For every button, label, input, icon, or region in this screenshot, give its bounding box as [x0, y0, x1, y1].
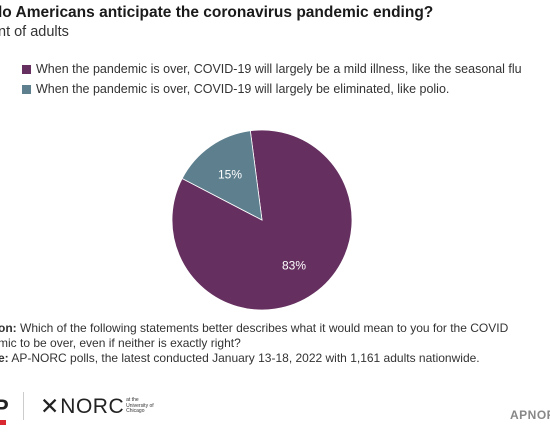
- source-note: e: AP-NORC polls, the latest conducted J…: [0, 351, 508, 366]
- norc-wordmark: NORC: [60, 395, 125, 418]
- chart-notes: on: Which of the following statements be…: [0, 321, 508, 366]
- norc-logo: ✕ NORC at the University of Chicago: [40, 395, 164, 418]
- question-label: on:: [0, 321, 17, 335]
- ap-logo-accent: [0, 420, 6, 425]
- legend-item-flu: When the pandemic is over, COVID-19 will…: [22, 59, 522, 79]
- legend-label-flu: When the pandemic is over, COVID-19 will…: [36, 62, 522, 76]
- apnorc-link[interactable]: APNOR: [510, 408, 550, 422]
- chart-title: lo Americans anticipate the coronavirus …: [0, 4, 434, 21]
- pie-slice-label-1: 15%: [218, 167, 242, 181]
- chart-subtitle: nt of adults: [0, 24, 69, 40]
- ap-logo: P: [0, 395, 9, 420]
- legend-swatch-flu: [22, 64, 31, 74]
- norc-star-icon: ✕: [40, 393, 60, 419]
- legend-label-polio: When the pandemic is over, COVID-19 will…: [36, 82, 450, 96]
- legend-swatch-polio: [22, 84, 31, 94]
- norc-subtext: at the University of Chicago: [126, 397, 154, 415]
- legend: When the pandemic is over, COVID-19 will…: [22, 59, 522, 99]
- pie-slice-label-0: 83%: [282, 259, 306, 273]
- pie-slice-1: [181, 130, 263, 221]
- legend-item-polio: When the pandemic is over, COVID-19 will…: [22, 79, 522, 99]
- pie-slice-0: [171, 129, 353, 311]
- source-label: e:: [0, 351, 9, 365]
- footer-divider: [23, 392, 24, 420]
- question-note: on: Which of the following statements be…: [0, 321, 508, 336]
- question-text-line2: mic to be over, even if neither is exact…: [0, 336, 241, 350]
- question-text-line1: Which of the following statements better…: [20, 321, 509, 335]
- source-text: AP-NORC polls, the latest conducted Janu…: [11, 351, 480, 365]
